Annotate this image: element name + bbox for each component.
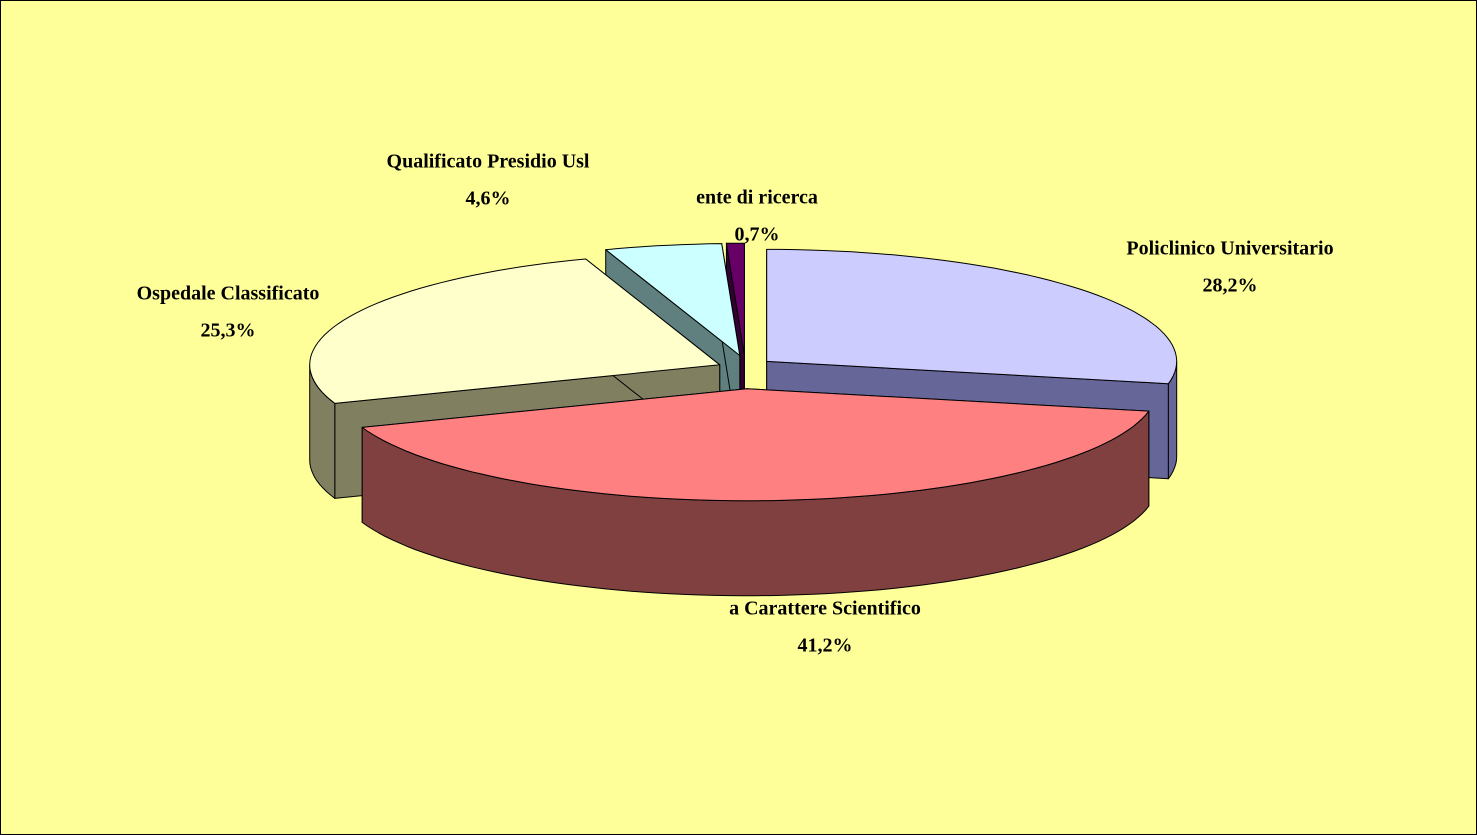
slice <box>361 388 1150 502</box>
slice-value-label: 41,2% <box>798 635 853 657</box>
slice-label: a Carattere Scientifico <box>729 598 921 620</box>
slice-value-label: 4,6% <box>466 188 511 210</box>
slice-label: Ospedale Classificato <box>137 283 320 305</box>
slice <box>766 248 1178 385</box>
slice-value-label: 25,3% <box>201 320 256 342</box>
slice-value-label: 0,7% <box>735 224 780 246</box>
slice-label: Qualificato Presidio Usl <box>387 151 590 173</box>
slice <box>605 243 741 356</box>
slice <box>309 258 721 404</box>
slice-label: Policlinico Universitario <box>1126 238 1333 260</box>
slice-value-label: 28,2% <box>1203 275 1258 297</box>
slice <box>725 242 745 356</box>
slice-label: ente di ricerca <box>696 187 818 209</box>
